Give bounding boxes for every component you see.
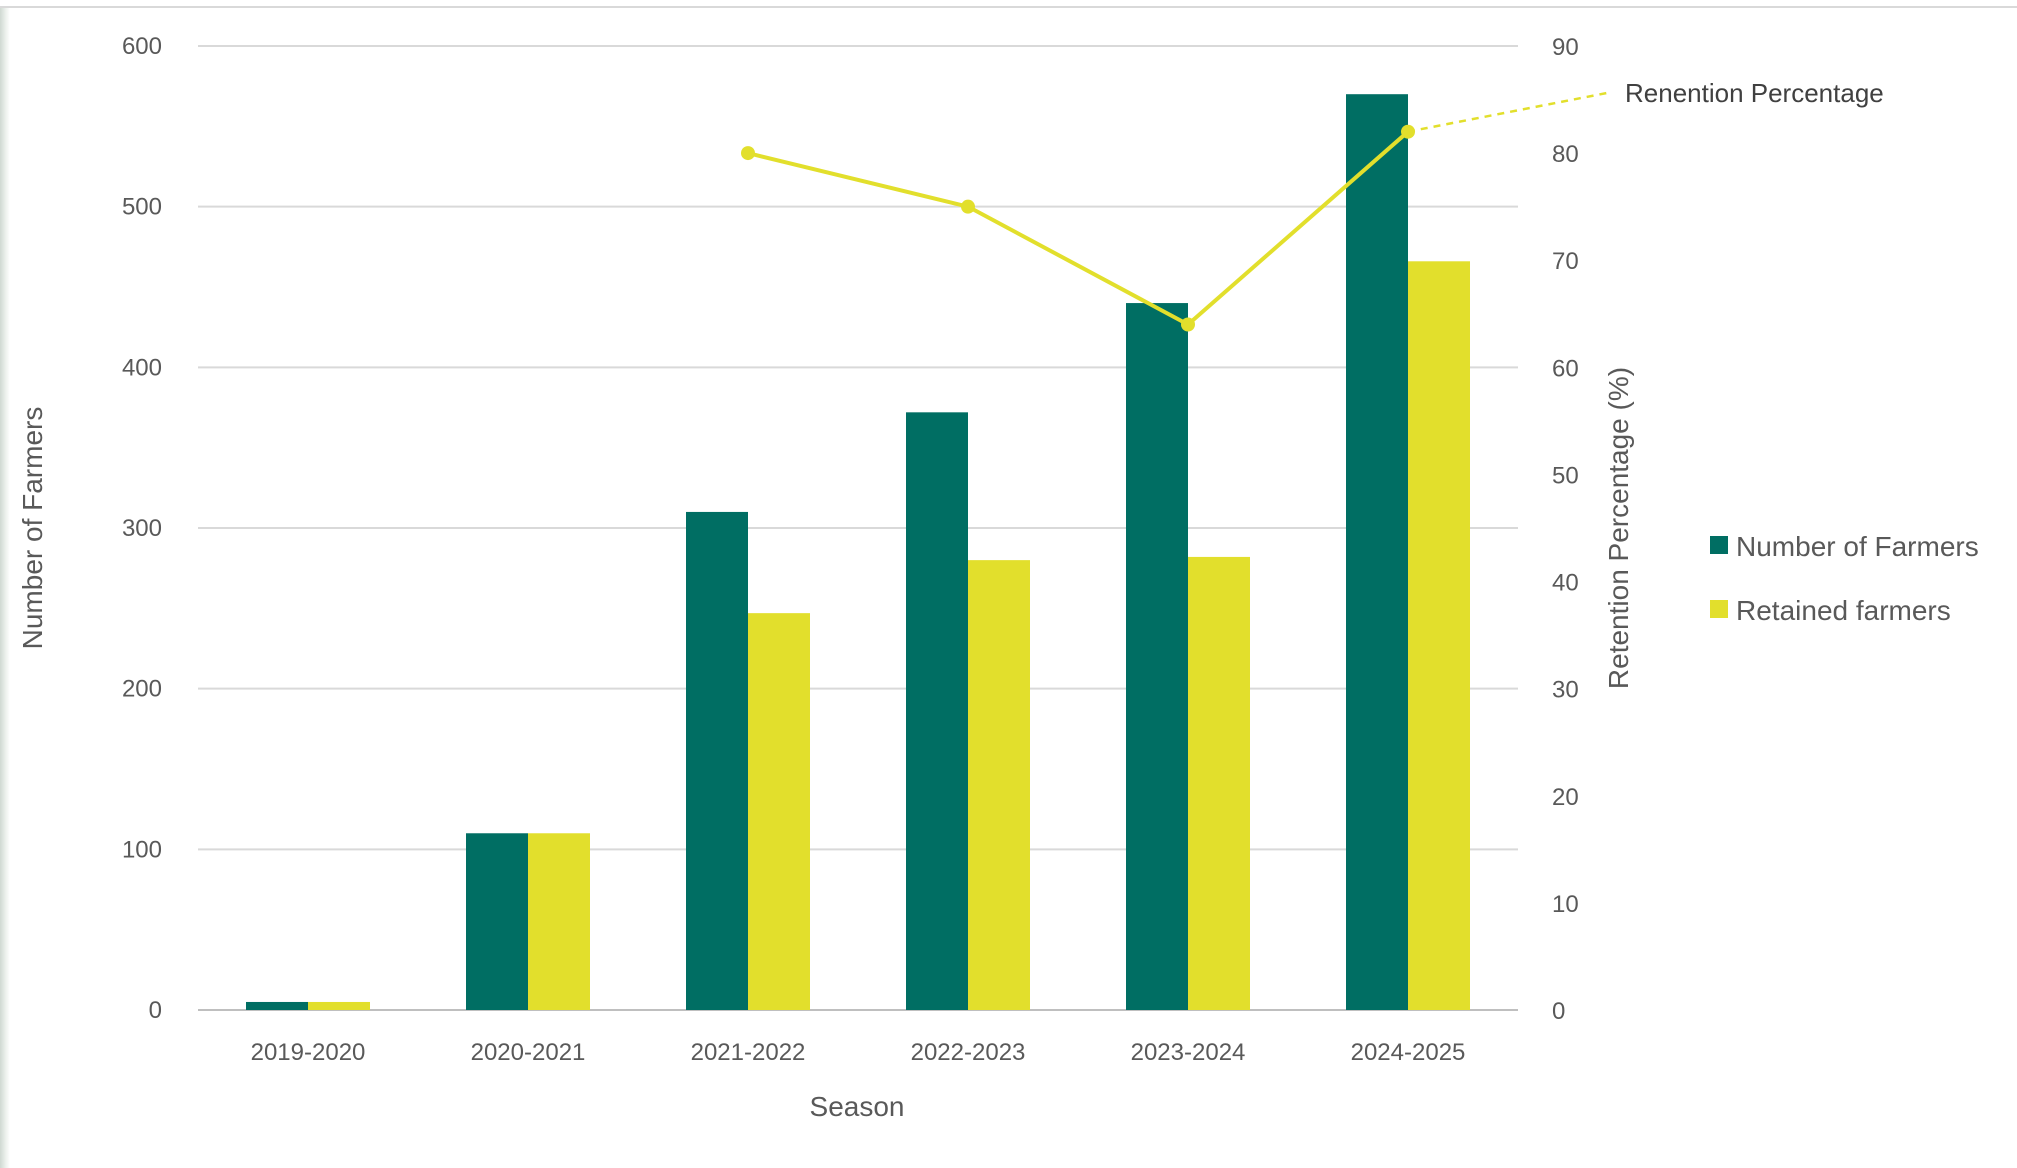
background-edge	[0, 8, 10, 1168]
bar-retained-farmers	[1408, 261, 1470, 1010]
x-axis-ticks: 2019-2020 2020-2021 2021-2022 2022-2023 2023…	[251, 1039, 1466, 1066]
y-axis-title: Number of Farmers	[17, 407, 48, 650]
retention-point	[961, 199, 975, 214]
retention-point	[1181, 317, 1195, 332]
y2-tick-label: 40	[1552, 570, 1579, 597]
y2-tick-label: 80	[1552, 141, 1579, 168]
y2-tick-label: 0	[1552, 998, 1565, 1025]
bar-retained-farmers	[748, 613, 810, 1010]
bar-retained-farmers	[528, 833, 590, 1010]
y2-tick-label: 20	[1552, 784, 1579, 811]
legend-label: Retained farmers	[1736, 595, 1951, 626]
bar-number-of-farmers	[1126, 303, 1188, 1011]
legend-swatch	[1710, 600, 1728, 618]
annotation-leader	[1407, 90, 1613, 133]
bar-number-of-farmers	[246, 1001, 308, 1010]
bar-number-of-farmers	[466, 833, 528, 1010]
y2-tick-label: 50	[1552, 462, 1579, 489]
y-tick-label: 0	[149, 997, 162, 1024]
x-tick-label: 2022-2023	[911, 1039, 1026, 1066]
bar-number-of-farmers	[686, 511, 748, 1010]
left-axis-ticks: 0 100 200 300 400 500 600	[122, 33, 162, 1024]
bar-retained-farmers	[308, 1001, 370, 1010]
y2-tick-label: 90	[1552, 34, 1579, 61]
retention-line	[747, 130, 1410, 327]
top-divider	[0, 6, 2017, 8]
x-tick-label: 2019-2020	[251, 1039, 366, 1066]
line-series	[741, 90, 1613, 332]
bar-retained-farmers	[1188, 556, 1250, 1010]
x-tick-label: 2021-2022	[691, 1039, 806, 1066]
y2-tick-label: 30	[1552, 677, 1579, 704]
line-annotation: Renention Percentage	[1625, 78, 1884, 108]
right-axis-ticks: 0 10 20 30 40 50 60 70 80 90	[1552, 34, 1579, 1025]
y-tick-label: 200	[122, 676, 162, 703]
retention-point	[741, 146, 755, 161]
x-axis-title: Season	[810, 1091, 905, 1122]
y-tick-label: 100	[122, 836, 162, 863]
legend-swatch	[1710, 536, 1728, 554]
y2-axis-title: Retention Percentage (%)	[1603, 367, 1634, 689]
x-tick-label: 2020-2021	[471, 1039, 586, 1066]
x-tick-label: 2023-2024	[1131, 1039, 1246, 1066]
y-tick-label: 400	[122, 354, 162, 381]
bar-number-of-farmers	[1346, 94, 1408, 1010]
y2-tick-label: 10	[1552, 891, 1579, 918]
y2-tick-label: 70	[1552, 248, 1579, 275]
x-tick-label: 2024-2025	[1351, 1039, 1466, 1066]
y-tick-label: 300	[122, 515, 162, 542]
legend-label: Number of Farmers	[1736, 531, 1979, 562]
bar-series	[246, 94, 1470, 1011]
bar-number-of-farmers	[906, 412, 968, 1010]
bar-retained-farmers	[968, 560, 1030, 1010]
y2-tick-label: 60	[1552, 355, 1579, 382]
gridlines	[198, 45, 1518, 1011]
y-tick-label: 500	[122, 194, 162, 221]
y-tick-label: 600	[122, 33, 162, 60]
legend: Number of Farmers Retained farmers	[1710, 531, 1979, 626]
